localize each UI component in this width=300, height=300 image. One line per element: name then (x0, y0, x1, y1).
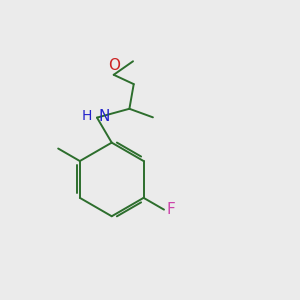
Text: N: N (98, 109, 110, 124)
Text: H: H (81, 110, 92, 123)
Text: O: O (108, 58, 120, 73)
Text: F: F (167, 202, 175, 217)
